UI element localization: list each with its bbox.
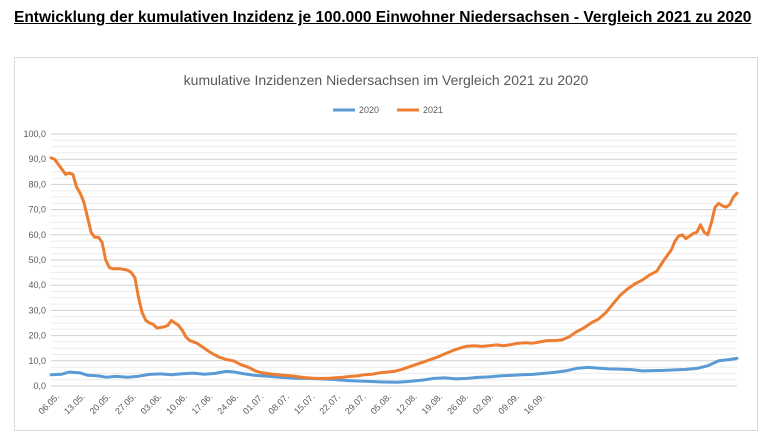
- x-tick-label: 16.09.: [522, 391, 547, 416]
- y-tick-label: 60,0: [28, 230, 46, 240]
- y-tick-label: 50,0: [28, 255, 46, 265]
- x-tick-label: 17.06.: [190, 391, 215, 416]
- legend-label-2020: 2020: [359, 105, 379, 115]
- x-axis-tick-labels: 06.05. 13.05. 20.05. 27.05. 03.06. 10.06. 17.0…: [36, 391, 546, 416]
- y-axis-tick-labels: 0,0 10,0 20,0 30,0 40,0 50,0 60,0 70,0 80,0 90,0 1…: [23, 129, 46, 391]
- x-tick-label: 10.06.: [164, 391, 189, 416]
- x-tick-label: 22.07.: [317, 391, 342, 416]
- x-tick-label: 01.07.: [241, 391, 266, 416]
- x-tick-label: 12.08.: [394, 391, 419, 416]
- x-tick-label: 27.05.: [113, 391, 138, 416]
- x-tick-label: 09.09.: [496, 391, 521, 416]
- y-tick-label: 70,0: [28, 205, 46, 215]
- y-tick-label: 40,0: [28, 280, 46, 290]
- x-tick-label: 20.05.: [88, 391, 113, 416]
- legend-label-2021: 2021: [423, 105, 443, 115]
- x-tick-label: 03.06.: [139, 391, 164, 416]
- x-tick-label: 26.08.: [445, 391, 470, 416]
- x-tick-label: 08.07.: [266, 391, 291, 416]
- x-tick-label: 29.07.: [343, 391, 368, 416]
- line-chart: kumulative Inzidenzen Niedersachsen im V…: [23, 72, 739, 416]
- x-tick-label: 19.08.: [420, 391, 445, 416]
- y-tick-label: 20,0: [28, 331, 46, 341]
- chart-series: [49, 156, 739, 384]
- x-tick-label: 02.09.: [471, 391, 496, 416]
- chart-gridlines: [51, 133, 737, 387]
- x-tick-label: 13.05.: [62, 391, 87, 416]
- x-tick-label: 24.06.: [215, 391, 240, 416]
- y-tick-label: 30,0: [28, 305, 46, 315]
- x-tick-label: 15.07.: [292, 391, 317, 416]
- chart-frame: kumulative Inzidenzen Niedersachsen im V…: [14, 57, 758, 431]
- y-tick-label: 0,0: [33, 381, 46, 391]
- page-heading: Entwicklung der kumulativen Inzidenz je …: [14, 9, 752, 26]
- series-line-2021: [49, 156, 739, 380]
- y-tick-label: 90,0: [28, 154, 46, 164]
- chart-legend: 2020 2021: [333, 105, 443, 115]
- y-tick-label: 10,0: [28, 356, 46, 366]
- x-tick-label: 06.05.: [36, 391, 61, 416]
- chart-title: kumulative Inzidenzen Niedersachsen im V…: [184, 72, 589, 88]
- x-tick-label: 05.08.: [369, 391, 394, 416]
- series-line-2020: [49, 356, 739, 384]
- y-tick-label: 100,0: [23, 129, 46, 139]
- y-tick-label: 80,0: [28, 179, 46, 189]
